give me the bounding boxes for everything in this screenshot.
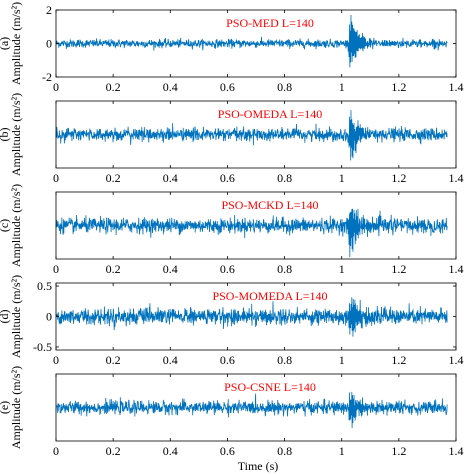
x-tick-label: 1.4 [449, 80, 464, 94]
y-tick-label: 2 [46, 3, 52, 17]
signal-line [55, 14, 448, 68]
panel-b: 0 0.2 0.4 0.6 0.8 1 1.2 1.4 PSO-OMEDA L=140 Ampli… [0, 93, 464, 185]
panel-e: 0 0.2 0.4 0.6 0.8 1 1.2 1.4 PSO-CSNE L=140 Amplit… [0, 366, 464, 458]
x-tick-label: 0 [53, 80, 59, 94]
x-tick-label: 0.8 [277, 444, 292, 458]
x-tick-label: 0.8 [277, 171, 292, 185]
y-tick-label: 0 [46, 37, 52, 51]
x-tick-label: 0.2 [106, 171, 121, 185]
y-tick-label: -2 [42, 70, 52, 84]
panel-annotation: PSO-MOMEDA L=140 [212, 289, 327, 303]
signal-line [55, 391, 448, 428]
x-tick-label: 1.2 [391, 262, 406, 276]
x-tick-label: 0.4 [163, 80, 178, 94]
panel-letter: (d) [0, 310, 11, 324]
x-tick-label: 0.4 [163, 444, 178, 458]
x-tick-label: 1 [339, 171, 345, 185]
x-tick-label: 1.2 [391, 444, 406, 458]
x-tick-label: 0.2 [106, 444, 121, 458]
panel-letter: (c) [0, 219, 11, 232]
x-tick-label: 0 [53, 171, 59, 185]
x-tick-label: 0.2 [106, 353, 121, 367]
x-tick-label: 0 [53, 353, 59, 367]
x-tick-label: 1.2 [391, 80, 406, 94]
x-tick-label: 0.6 [220, 353, 235, 367]
axes-box [55, 100, 457, 169]
x-tick-label: 1.2 [391, 171, 406, 185]
x-tick-label: 0.4 [163, 171, 178, 185]
panel-annotation: PSO-OMEDA L=140 [218, 107, 322, 121]
x-tick-label: 0.6 [220, 262, 235, 276]
x-tick-label: 1.4 [449, 171, 464, 185]
x-tick-label: 0 [53, 262, 59, 276]
y-tick-label: -0.5 [33, 340, 52, 354]
panel-annotation: PSO-MED L=140 [226, 16, 314, 30]
y-axis-label: Amplitude (m/s²) [9, 2, 23, 85]
panel-letter: (b) [0, 128, 11, 142]
signal-line [55, 297, 448, 337]
x-tick-label: 0.8 [277, 262, 292, 276]
x-tick-label: 0.8 [277, 80, 292, 94]
x-tick-label: 1 [339, 353, 345, 367]
y-axis-label: Amplitude (m/s²) [9, 93, 23, 176]
panel-annotation: PSO-MCKD L=140 [221, 198, 318, 212]
x-tick-label: 1 [339, 444, 345, 458]
x-tick-label: 1 [339, 80, 345, 94]
panel-annotation: PSO-CSNE L=140 [224, 380, 316, 394]
y-axis-label: Amplitude (m/s²) [9, 366, 23, 449]
x-tick-label: 1 [339, 262, 345, 276]
x-tick-label: 0 [53, 444, 59, 458]
x-tick-label: 0.6 [220, 444, 235, 458]
x-axis-label: Time (s) [238, 459, 279, 473]
x-tick-label: 0.6 [220, 171, 235, 185]
axes-box [55, 191, 457, 260]
y-tick-label: 0.5 [37, 279, 52, 293]
x-tick-label: 1.4 [449, 262, 464, 276]
x-tick-label: 1.2 [391, 353, 406, 367]
panel-letter: (a) [0, 37, 11, 50]
y-axis-label: Amplitude (m/s²) [9, 275, 23, 358]
x-tick-label: 1.4 [449, 444, 464, 458]
y-tick-label: 0 [46, 310, 52, 324]
x-tick-label: 0.2 [106, 80, 121, 94]
signal-line [55, 110, 448, 161]
panel-c: 0 0.2 0.4 0.6 0.8 1 1.2 1.4 PSO-MCKD L=140 Amplit… [0, 184, 464, 276]
x-tick-label: 0.4 [163, 353, 178, 367]
x-tick-label: 0.8 [277, 353, 292, 367]
y-axis-label: Amplitude (m/s²) [9, 184, 23, 267]
panel-letter: (e) [0, 401, 11, 414]
x-tick-label: 0.2 [106, 262, 121, 276]
x-tick-label: 0.6 [220, 80, 235, 94]
x-tick-label: 1.4 [449, 353, 464, 367]
x-tick-label: 0.4 [163, 262, 178, 276]
axes-box [55, 373, 457, 442]
signal-line [55, 208, 448, 258]
